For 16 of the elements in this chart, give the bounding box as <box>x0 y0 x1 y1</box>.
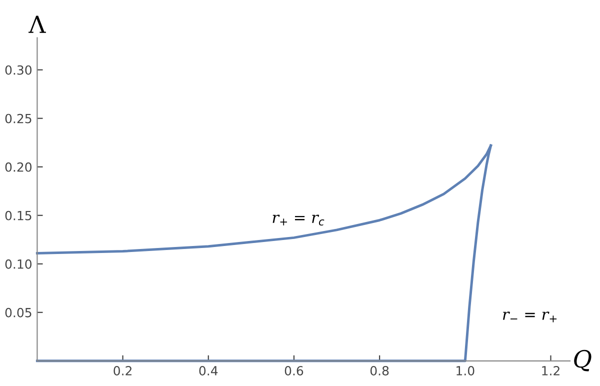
y-axis-title: Λ <box>28 16 46 33</box>
y-tick-label: 0.15 <box>5 210 32 220</box>
x-tick-label: 0.4 <box>199 366 218 376</box>
x-tick-label: 0.2 <box>114 366 132 376</box>
y-tick-label: 0.05 <box>5 308 32 318</box>
annotation: r$_{+}$ = r$_{c}$ <box>272 214 324 226</box>
annotation: r$_{−}$ = r$_{+}$ <box>503 312 557 322</box>
x-tick-label: 0.8 <box>370 366 389 376</box>
y-tick-label: 0.25 <box>5 114 32 124</box>
x-tick-label: 1.0 <box>456 366 474 376</box>
y-tick-label: 0.10 <box>5 259 32 269</box>
y-tick-label: 0.20 <box>5 162 32 172</box>
x-tick-label: 0.6 <box>284 366 304 376</box>
y-tick-label: 0.30 <box>5 65 32 75</box>
x-axis-title: Q <box>574 350 592 372</box>
x-tick-label: 1.2 <box>542 366 560 376</box>
